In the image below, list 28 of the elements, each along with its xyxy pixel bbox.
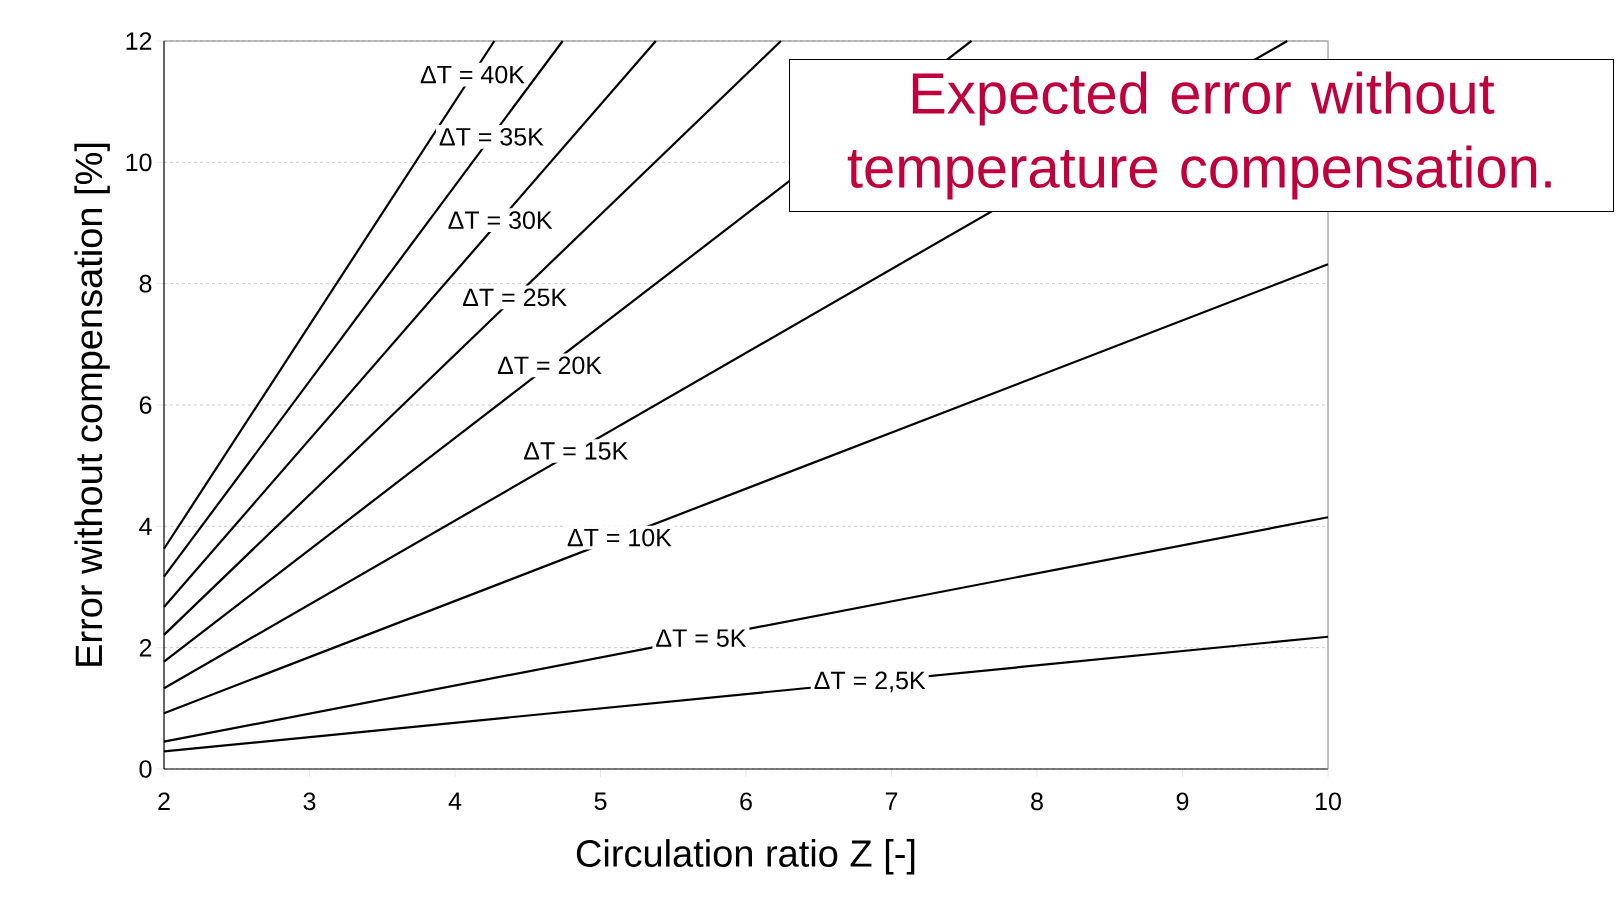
x-tick-label: 8 bbox=[1031, 792, 1043, 811]
series-label: ΔT = 30K bbox=[448, 211, 553, 230]
x-tick-label: 10 bbox=[1316, 792, 1341, 811]
y-tick-label: 12 bbox=[126, 32, 152, 50]
y-tick-label: 6 bbox=[139, 396, 152, 414]
x-tick-label: 4 bbox=[448, 792, 462, 810]
y-tick-label: 4 bbox=[139, 517, 152, 535]
x-tick-label: 9 bbox=[1176, 792, 1189, 811]
y-tick-label: 10 bbox=[126, 153, 152, 172]
x-tick-label: 6 bbox=[740, 792, 752, 811]
series-label: ΔT = 40K bbox=[420, 65, 525, 84]
series-label: ΔT = 5K bbox=[656, 629, 747, 647]
series-label: ΔT = 35K bbox=[439, 127, 544, 146]
x-tick-label: 7 bbox=[885, 792, 898, 810]
y-tick-label: 8 bbox=[139, 274, 152, 293]
x-tick-label: 5 bbox=[594, 792, 607, 810]
y-axis-title: Error without compensation [%] bbox=[74, 143, 110, 666]
series-label: ΔT = 20K bbox=[497, 356, 602, 375]
series-label: ΔT = 10K bbox=[567, 528, 672, 547]
series-label: ΔT = 15K bbox=[524, 442, 628, 460]
series-label: ΔT = 25K bbox=[462, 288, 567, 307]
x-axis-title: Circulation ratio Z [-] bbox=[576, 839, 915, 875]
annotation: Expected error without temperature compensation. bbox=[847, 71, 1551, 200]
y-tick-label: 0 bbox=[139, 760, 152, 778]
series-label: ΔT = 2,5K bbox=[814, 671, 926, 693]
y-tick-label: 2 bbox=[139, 638, 152, 657]
x-tick-label: 3 bbox=[303, 792, 316, 811]
x-tick-label: 2 bbox=[158, 792, 170, 810]
